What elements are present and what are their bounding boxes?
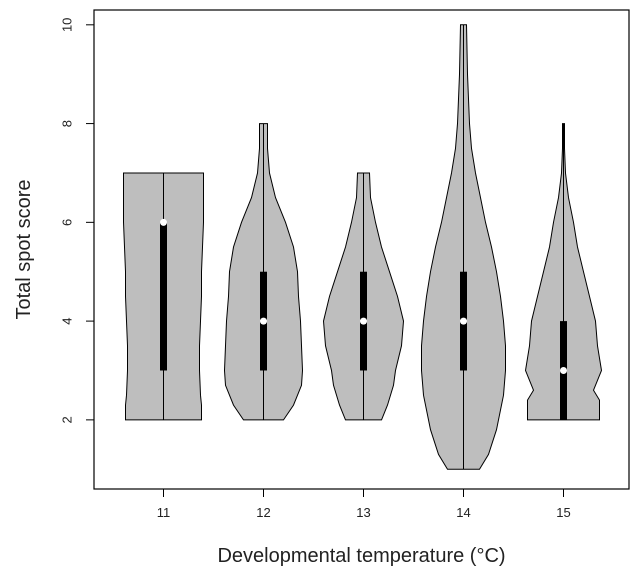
y-tick-label: 6 xyxy=(59,219,74,226)
violin-median xyxy=(360,317,367,325)
y-axis: 2 4 6 8 10 xyxy=(59,18,94,423)
violin-median xyxy=(460,317,467,325)
violin-iqr-box xyxy=(160,222,167,371)
x-tick-label: 12 xyxy=(256,505,270,520)
x-tick-label: 15 xyxy=(556,505,570,520)
violins-layer xyxy=(123,24,603,470)
violin-12 xyxy=(223,123,304,421)
x-tick-label: 11 xyxy=(157,505,171,520)
plot-frame xyxy=(93,9,630,490)
violin-11 xyxy=(123,172,204,421)
x-axis-title: Developmental temperature (°C) xyxy=(217,545,505,567)
violin-median xyxy=(560,366,567,374)
violin-15 xyxy=(524,123,603,421)
violin-median xyxy=(260,317,267,325)
violin-14 xyxy=(421,24,506,470)
violin-median xyxy=(160,218,167,226)
x-axis: 11 12 13 14 15 xyxy=(157,489,571,520)
y-tick-label: 2 xyxy=(59,416,74,423)
x-tick-label: 13 xyxy=(356,505,370,520)
y-axis-title: Total spot score xyxy=(13,179,35,319)
y-tick-label: 10 xyxy=(59,18,74,32)
y-tick-label: 4 xyxy=(59,317,74,324)
x-tick-label: 14 xyxy=(456,505,470,520)
violin-13 xyxy=(322,172,405,421)
y-tick-label: 8 xyxy=(59,120,74,127)
